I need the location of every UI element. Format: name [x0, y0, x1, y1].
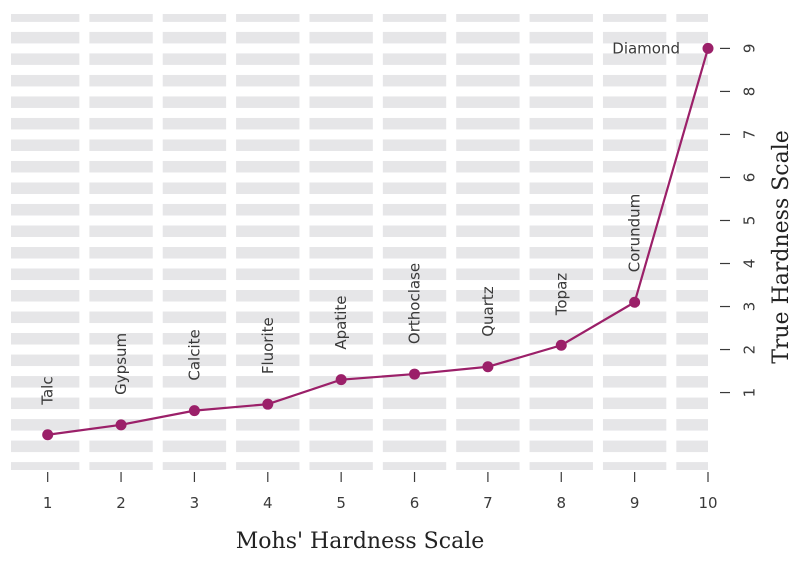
data-point — [482, 361, 494, 373]
grid-line-horizontal — [11, 387, 708, 398]
grid-line-horizontal — [11, 129, 708, 140]
point-label: Talc — [39, 376, 57, 405]
x-tick-label: 7 — [483, 494, 493, 512]
data-point — [629, 296, 641, 308]
grid-line-horizontal — [11, 430, 708, 441]
point-label: Calcite — [185, 329, 203, 380]
point-label: Fluorite — [259, 317, 277, 374]
point-label: Corundum — [626, 194, 644, 272]
grid-line-horizontal — [11, 344, 708, 355]
data-point — [262, 398, 274, 410]
grid-line-horizontal — [11, 193, 708, 204]
x-tick-label: 8 — [556, 494, 566, 512]
y-tick-label: 6 — [740, 173, 758, 183]
y-tick-label: 1 — [740, 388, 758, 398]
data-point — [335, 374, 347, 386]
grid-line-horizontal — [11, 107, 708, 118]
x-tick-label: 9 — [630, 494, 640, 512]
grid-line-horizontal — [11, 21, 708, 32]
grid-line-horizontal — [11, 86, 708, 97]
point-label: Gypsum — [112, 333, 130, 395]
grid-line-horizontal — [11, 301, 708, 312]
y-tick-label: 4 — [740, 259, 758, 269]
y-tick-label: 8 — [740, 87, 758, 97]
data-point — [409, 368, 421, 380]
series-line — [47, 48, 710, 436]
point-label: Quartz — [479, 286, 497, 337]
grid-line-horizontal — [11, 280, 708, 291]
x-tick-label: 2 — [116, 494, 126, 512]
y-tick-label: 5 — [740, 216, 758, 226]
y-tick-label: 7 — [740, 130, 758, 140]
grid-line-horizontal — [11, 150, 708, 161]
grid-line-horizontal — [11, 215, 708, 226]
series — [42, 42, 714, 441]
point-label: Apatite — [332, 296, 350, 350]
grid-line-horizontal — [11, 258, 708, 269]
plot-panel — [11, 14, 708, 470]
data-point — [555, 339, 567, 351]
point-label: Diamond — [612, 39, 680, 57]
y-axis-title: True Hardness Scale — [769, 130, 794, 364]
point-label: Topaz — [552, 273, 570, 317]
x-tick-label: 1 — [43, 494, 53, 512]
x-tick-label: 3 — [190, 494, 200, 512]
grid-line-horizontal — [11, 452, 708, 463]
grid-line-horizontal — [11, 409, 708, 420]
grid-line-horizontal — [11, 64, 708, 75]
data-point — [115, 419, 127, 431]
x-tick-label: 10 — [698, 494, 717, 512]
y-axis: 1 2 3 4 5 6 7 8 9 — [720, 44, 758, 398]
x-axis: 1 2 3 4 5 6 7 8 9 10 — [43, 472, 718, 512]
data-point — [702, 42, 714, 54]
grid-line-horizontal — [11, 323, 708, 334]
x-tick-label: 5 — [336, 494, 346, 512]
x-axis-title: Mohs' Hardness Scale — [236, 529, 485, 554]
y-tick-label: 3 — [740, 302, 758, 312]
y-tick-label: 2 — [740, 345, 758, 355]
data-point — [188, 405, 200, 417]
grid-line-horizontal — [11, 237, 708, 247]
x-tick-label: 6 — [410, 494, 420, 512]
data-point — [42, 429, 54, 441]
point-label: Orthoclase — [406, 263, 424, 344]
point-labels: Talc Gypsum Calcite Fluorite Apatite Orthocla… — [39, 39, 680, 405]
grid-line-horizontal — [11, 172, 708, 183]
x-tick-label: 4 — [263, 494, 273, 512]
grid-line-horizontal — [11, 366, 708, 377]
grid-line-horizontal — [11, 43, 708, 54]
y-tick-label: 9 — [740, 44, 758, 54]
